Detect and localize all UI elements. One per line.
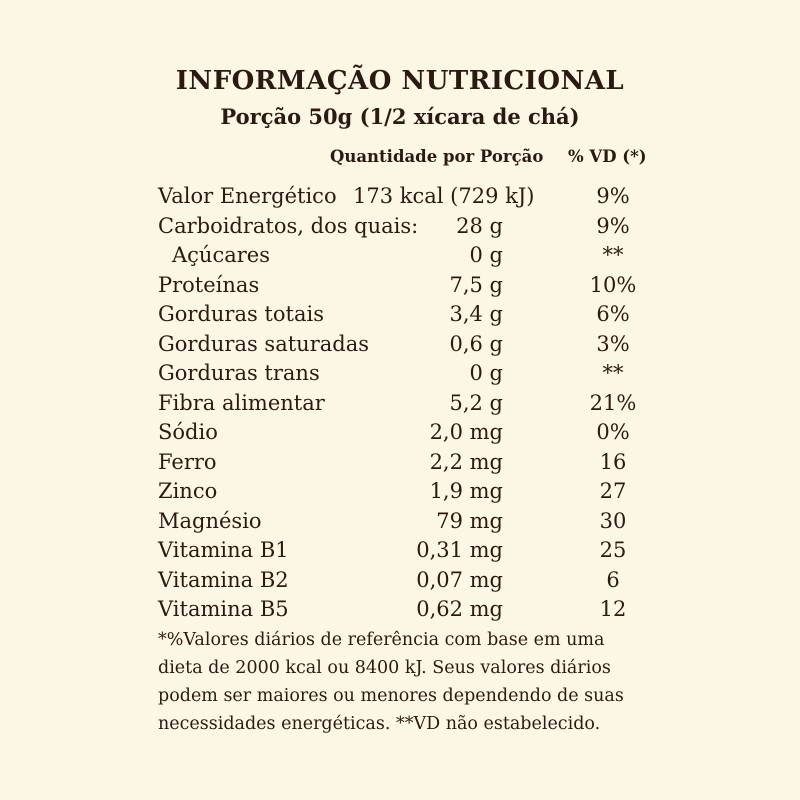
nutrient-amount: 0 g [469,361,503,385]
nutrient-row-vitamin-b2: Vitamina B2 0,07 mg 6 [158,566,648,596]
nutrient-name: Vitamina B1 [158,538,289,562]
nutrient-amount: 1,9 mg [429,479,503,503]
nutrient-row-sodium: Sódio 2,0 mg 0% [158,418,648,448]
nutrient-amount: 0,07 mg [416,567,503,592]
nutrient-name: Vitamina B5 [158,597,289,621]
serving-size: Porção 50g (1/2 xícara de chá) [220,104,580,129]
nutrient-name: Magnésio [158,508,262,533]
nutrient-table: Valor Energético 173 kcal (729 kJ) 9% Ca… [158,182,648,625]
nutrient-daily-value: 3% [596,331,630,356]
nutrient-name: Gorduras totais [158,302,324,326]
nutrient-row-vitamin-b1: Vitamina B1 0,31 mg 25 [158,536,648,566]
nutrient-name: Carboidratos, dos quais: [158,213,419,238]
nutrient-amount: 3,4 g [449,302,503,326]
nutrient-amount: 0 g [469,243,503,267]
nutrient-daily-value: ** [602,361,624,385]
nutrient-daily-value: 9% [596,213,630,238]
nutrient-daily-value: 10% [589,272,637,297]
nutrient-daily-value: 6% [596,302,630,326]
daily-value-column-header: % VD (*) [568,147,647,166]
nutrient-name: Zinco [158,479,218,503]
nutrient-daily-value: 6 [606,567,620,592]
nutrient-name: Proteínas [158,272,260,297]
nutrient-daily-value: 9% [596,184,630,208]
nutrient-row-iron: Ferro 2,2 mg 16 [158,448,648,478]
nutrient-row-vitamin-b5: Vitamina B5 0,62 mg 12 [158,595,648,625]
nutrient-row-fiber: Fibra alimentar 5,2 g 21% [158,389,648,419]
nutrient-amount: 7,5 g [449,272,503,297]
nutrient-row-trans-fat: Gorduras trans 0 g ** [158,359,648,389]
nutrition-title: INFORMAÇÃO NUTRICIONAL [175,66,625,96]
nutrient-amount: 0,6 g [449,331,503,356]
nutrient-daily-value: 27 [599,479,627,503]
nutrient-daily-value: 12 [599,597,627,621]
nutrient-name: Fibra alimentar [158,390,325,415]
nutrient-amount: 173 kcal (729 kJ) [353,184,535,208]
nutrient-daily-value: 25 [599,538,627,562]
nutrient-amount: 2,2 mg [429,449,503,474]
nutrient-amount: 0,62 mg [416,597,503,621]
nutrient-name: Ferro [158,449,217,474]
nutrient-amount: 28 g [456,213,503,238]
nutrient-daily-value: 30 [599,508,627,533]
nutrient-name: Gorduras saturadas [158,331,369,356]
daily-value-footnote: *%Valores diários de referência com base… [158,630,624,734]
nutrient-row-energy: Valor Energético 173 kcal (729 kJ) 9% [158,182,648,212]
nutrient-name: Gorduras trans [158,361,320,385]
quantity-column-header: Quantidade por Porção [330,147,544,166]
nutrient-amount: 2,0 mg [429,420,503,444]
nutrient-row-sugars: Açúcares 0 g ** [158,241,648,271]
nutrient-daily-value: 0% [596,420,630,444]
nutrient-daily-value: ** [602,243,624,267]
nutrient-row-total-fat: Gorduras totais 3,4 g 6% [158,300,648,330]
nutrient-amount: 5,2 g [449,390,503,415]
nutrient-row-zinc: Zinco 1,9 mg 27 [158,477,648,507]
nutrient-daily-value: 16 [599,449,627,474]
nutrient-row-saturated-fat: Gorduras saturadas 0,6 g 3% [158,330,648,360]
nutrient-row-magnesium: Magnésio 79 mg 30 [158,507,648,537]
nutrient-row-carbohydrates: Carboidratos, dos quais: 28 g 9% [158,212,648,242]
nutrient-name: Sódio [158,420,218,444]
nutrient-amount: 79 mg [436,508,503,533]
nutrient-name: Vitamina B2 [158,567,289,592]
nutrition-facts-panel: INFORMAÇÃO NUTRICIONAL Porção 50g (1/2 x… [150,60,650,750]
nutrient-amount: 0,31 mg [416,538,503,562]
nutrient-name: Açúcares [172,243,270,267]
nutrient-daily-value: 21% [589,390,637,415]
nutrient-row-proteins: Proteínas 7,5 g 10% [158,271,648,301]
nutrient-name: Valor Energético [158,184,337,208]
